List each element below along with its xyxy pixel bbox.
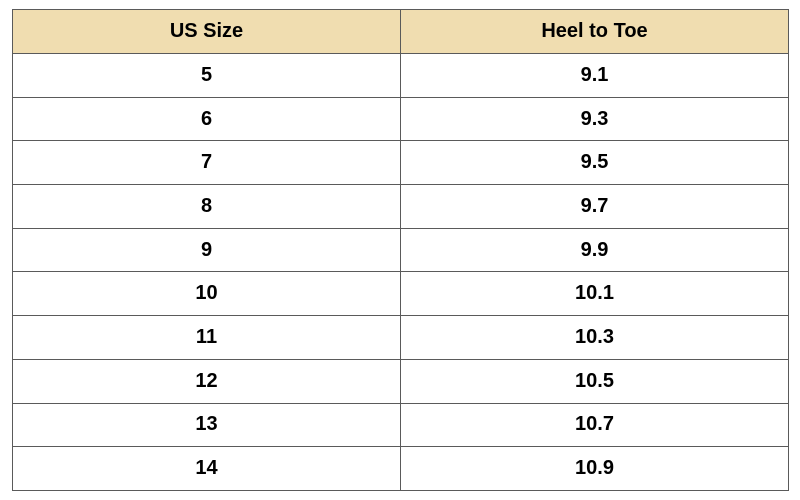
table-row: 9 9.9 <box>12 227 789 273</box>
cell-us-size: 7 <box>12 140 401 186</box>
table-row: 6 9.3 <box>12 96 789 142</box>
cell-us-size: 10 <box>12 271 401 317</box>
table-row: 13 10.7 <box>12 402 789 448</box>
cell-us-size: 5 <box>12 53 401 98</box>
table-row: 10 10.1 <box>12 271 789 317</box>
header-row: US Size Heel to Toe <box>12 9 789 54</box>
cell-heel-to-toe: 9.5 <box>400 140 789 186</box>
cell-us-size: 14 <box>12 446 401 491</box>
table-row: 8 9.7 <box>12 184 789 229</box>
cell-heel-to-toe: 9.9 <box>400 227 789 273</box>
size-chart-table: US Size Heel to Toe 5 9.1 6 9.3 7 9.5 8 9.7 9 9.9… <box>12 9 789 491</box>
cell-heel-to-toe: 10.7 <box>400 402 789 448</box>
cell-us-size: 11 <box>12 315 401 360</box>
cell-us-size: 8 <box>12 184 401 229</box>
table-row: 11 10.3 <box>12 315 789 360</box>
cell-us-size: 12 <box>12 358 401 404</box>
cell-us-size: 6 <box>12 96 401 142</box>
header-us-size: US Size <box>12 9 401 54</box>
table-row: 12 10.5 <box>12 358 789 404</box>
header-heel-to-toe: Heel to Toe <box>400 9 789 54</box>
cell-heel-to-toe: 10.3 <box>400 315 789 360</box>
cell-heel-to-toe: 10.9 <box>400 446 789 491</box>
cell-us-size: 13 <box>12 402 401 448</box>
table-row: 5 9.1 <box>12 53 789 98</box>
cell-us-size: 9 <box>12 227 401 273</box>
table-row: 7 9.5 <box>12 140 789 186</box>
table-row: 14 10.9 <box>12 446 789 491</box>
cell-heel-to-toe: 10.5 <box>400 358 789 404</box>
cell-heel-to-toe: 10.1 <box>400 271 789 317</box>
cell-heel-to-toe: 9.1 <box>400 53 789 98</box>
cell-heel-to-toe: 9.3 <box>400 96 789 142</box>
cell-heel-to-toe: 9.7 <box>400 184 789 229</box>
